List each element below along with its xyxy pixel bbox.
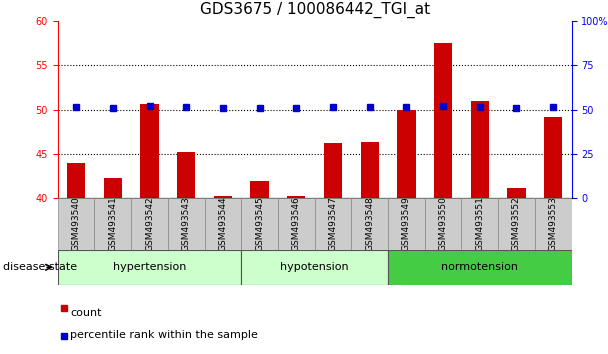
Bar	[544, 117, 562, 198]
Bar	[351, 198, 388, 250]
Text: GSM493553: GSM493553	[548, 196, 558, 251]
Bar	[177, 152, 195, 198]
Bar	[58, 250, 241, 285]
Bar	[507, 188, 526, 198]
Bar	[94, 198, 131, 250]
Text: GSM493549: GSM493549	[402, 196, 411, 251]
Bar	[361, 142, 379, 198]
Title: GDS3675 / 100086442_TGI_at: GDS3675 / 100086442_TGI_at	[199, 2, 430, 18]
Bar	[388, 250, 572, 285]
Bar	[324, 143, 342, 198]
Bar	[425, 198, 461, 250]
Text: normotension: normotension	[441, 262, 518, 272]
Bar	[278, 198, 315, 250]
Bar	[287, 196, 305, 198]
Bar	[250, 181, 269, 198]
Bar	[103, 178, 122, 198]
Bar	[131, 198, 168, 250]
Text: GSM493541: GSM493541	[108, 196, 117, 251]
Bar	[498, 198, 535, 250]
Text: GSM493546: GSM493546	[292, 196, 301, 251]
Text: GSM493547: GSM493547	[328, 196, 337, 251]
Bar	[471, 101, 489, 198]
Bar	[535, 198, 572, 250]
Text: GSM493544: GSM493544	[218, 196, 227, 251]
Bar	[241, 250, 388, 285]
Text: percentile rank within the sample: percentile rank within the sample	[70, 330, 258, 339]
Bar	[461, 198, 498, 250]
Text: count: count	[70, 308, 102, 318]
Bar	[397, 110, 415, 198]
Bar	[67, 163, 85, 198]
Text: GSM493551: GSM493551	[475, 196, 485, 251]
Bar	[434, 44, 452, 198]
Text: GSM493550: GSM493550	[438, 196, 447, 251]
Text: GSM493540: GSM493540	[72, 196, 81, 251]
Bar	[204, 198, 241, 250]
Text: GSM493542: GSM493542	[145, 196, 154, 251]
Bar	[168, 198, 204, 250]
Bar	[214, 196, 232, 198]
Text: disease state: disease state	[3, 262, 77, 272]
Bar	[140, 103, 159, 198]
Text: hypertension: hypertension	[113, 262, 186, 272]
Bar	[315, 198, 351, 250]
Text: GSM493552: GSM493552	[512, 196, 521, 251]
Bar	[241, 198, 278, 250]
Text: GSM493543: GSM493543	[182, 196, 191, 251]
Text: GSM493545: GSM493545	[255, 196, 264, 251]
Text: hypotension: hypotension	[280, 262, 349, 272]
Bar	[58, 198, 94, 250]
Bar	[388, 198, 425, 250]
Text: GSM493548: GSM493548	[365, 196, 374, 251]
